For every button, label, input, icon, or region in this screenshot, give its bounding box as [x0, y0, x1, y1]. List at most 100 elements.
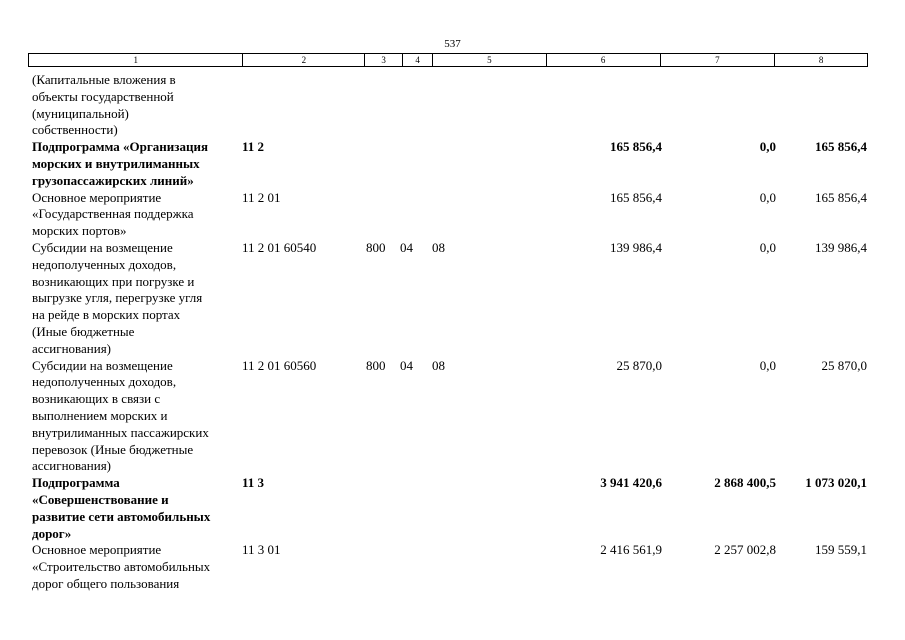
row-name: Подпрограмма «Организация морских и внутр… — [32, 139, 242, 189]
row-amount-total: 3 941 420,6 — [600, 475, 662, 491]
row-name: Субсидии на возмещение недополученных дох… — [32, 240, 242, 358]
row-name-line: Подпрограмма — [32, 475, 120, 491]
row-code: 11 2 01 — [242, 189, 281, 205]
header-col-8: 8 — [818, 55, 824, 65]
table-row: Подпрограмма «Совершенствование и развитие… — [0, 475, 905, 542]
row-name-line: (муниципальной) — [32, 105, 129, 121]
table-row: Основное мероприятие «Строительство автом… — [0, 542, 905, 592]
row-name-line: (Иные бюджетные — [32, 323, 135, 339]
row-name-line: выполнением морских и — [32, 407, 168, 423]
row-code: 11 2 01 60560 — [242, 357, 317, 373]
header-col-5: 5 — [433, 54, 547, 66]
row-group — [366, 72, 400, 139]
table-row: Основное мероприятие «Государственная под… — [0, 190, 905, 240]
row-group: 800 — [366, 239, 386, 255]
row-section — [400, 139, 432, 189]
row-amount-regional: 159 559,1 — [815, 542, 867, 558]
row-name-line: Субсидии на возмещение — [32, 239, 173, 255]
header-col-2: 2 — [243, 54, 366, 66]
row-name-line: объекты государственной — [32, 88, 174, 104]
row-amount-federal: 0,0 — [759, 139, 776, 155]
row-code: 11 3 — [242, 475, 265, 491]
row-name-line: грузопассажирских линий» — [32, 172, 194, 188]
row-name: Основное мероприятие «Государственная под… — [32, 190, 242, 240]
row-code: 11 2 — [242, 139, 265, 155]
row-amount-total: 25 870,0 — [616, 357, 663, 373]
row-amount-federal: 2 868 400,5 — [714, 475, 776, 491]
header-col-1: 1 — [29, 54, 244, 66]
row-section — [400, 190, 432, 240]
row-name-line: собственности) — [32, 122, 118, 138]
row-code: 11 2 01 60540 — [242, 239, 317, 255]
row-amount-regional: 1 073 020,1 — [805, 475, 867, 491]
row-name-line: ассигнования) — [32, 458, 112, 474]
row-amount-total: 2 416 561,9 — [600, 542, 662, 558]
row-name-line: Субсидии на возмещение — [32, 357, 173, 373]
table-body: (Капитальные вложения в объекты государст… — [0, 72, 905, 593]
row-name: Субсидии на возмещение недополученных дох… — [32, 358, 242, 476]
row-subsection — [432, 475, 492, 542]
row-name-line: недополученных доходов, — [32, 374, 177, 390]
row-section: 04 — [400, 357, 413, 373]
row-subsection — [432, 542, 492, 592]
row-subsection — [432, 72, 492, 139]
row-amount-regional: 139 986,4 — [815, 239, 867, 255]
row-name-line: ассигнования) — [32, 340, 112, 356]
row-name-line: «Государственная поддержка — [32, 206, 194, 222]
row-name-line: (Капитальные вложения в — [32, 72, 176, 87]
row-amount-regional — [776, 72, 867, 139]
row-name-line: развитие сети автомобильных — [32, 508, 211, 524]
row-name-line: возникающих при погрузке и — [32, 273, 195, 289]
row-group — [366, 139, 400, 189]
header-col-7: 7 — [661, 54, 776, 66]
row-section — [400, 72, 432, 139]
table-row: Субсидии на возмещение недополученных дох… — [0, 358, 905, 476]
row-name-line: морских и внутрилиманных — [32, 155, 200, 171]
row-amount-regional: 165 856,4 — [815, 139, 867, 155]
row-name-line: возникающих в связи с — [32, 391, 161, 407]
row-name-line: Основное мероприятие — [32, 189, 162, 205]
row-amount-federal: 0,0 — [759, 239, 776, 255]
row-amount-total: 139 986,4 — [610, 239, 662, 255]
table-row: (Капитальные вложения в объекты государст… — [0, 72, 905, 139]
table-row: Субсидии на возмещение недополученных дох… — [0, 240, 905, 358]
header-col-3: 3 — [365, 54, 404, 66]
row-amount-federal — [662, 72, 776, 139]
row-amount-federal: 0,0 — [759, 189, 776, 205]
row-section — [400, 542, 432, 592]
row-name-line: дорог» — [32, 525, 72, 541]
row-name-line: на рейде в морских портах — [32, 307, 181, 323]
row-name: Подпрограмма «Совершенствование и развитие… — [32, 475, 242, 542]
row-name-line: Подпрограмма «Организация — [32, 139, 209, 155]
row-amount-total: 165 856,4 — [610, 189, 662, 205]
header-col-4: 4 — [403, 54, 434, 66]
row-subsection — [432, 190, 492, 240]
row-code — [242, 72, 366, 139]
row-section — [400, 475, 432, 542]
row-amount-total: 165 856,4 — [610, 139, 662, 155]
row-amount-federal: 0,0 — [759, 357, 776, 373]
row-code: 11 3 01 — [242, 542, 281, 558]
row-subsection — [432, 139, 492, 189]
header-col-6: 6 — [547, 54, 661, 66]
row-name-line: недополученных доходов, — [32, 256, 177, 272]
row-name-line: дорог общего пользования — [32, 575, 180, 591]
row-name-line: «Строительство автомобильных — [32, 559, 211, 575]
row-name-line: морских портов» — [32, 223, 127, 239]
row-name-line: Основное мероприятие — [32, 542, 162, 558]
row-amount-regional: 25 870,0 — [821, 357, 868, 373]
row-amount-total — [492, 72, 662, 139]
row-name: (Капитальные вложения в объекты государст… — [32, 72, 242, 139]
row-subsection: 08 — [432, 357, 445, 373]
table-row: Подпрограмма «Организация морских и внутр… — [0, 139, 905, 189]
row-name-line: внутрилиманных пассажирских — [32, 424, 209, 440]
row-group: 800 — [366, 357, 386, 373]
table-header: 1 2 3 4 5 6 7 8 — [28, 53, 868, 67]
row-name-line: выгрузке угля, перегрузке угля — [32, 290, 203, 306]
row-amount-federal: 2 257 002,8 — [714, 542, 776, 558]
row-name-line: «Совершенствование и — [32, 491, 169, 507]
row-group — [366, 190, 400, 240]
row-subsection: 08 — [432, 239, 445, 255]
page-number: 537 — [444, 38, 461, 50]
row-section: 04 — [400, 239, 413, 255]
